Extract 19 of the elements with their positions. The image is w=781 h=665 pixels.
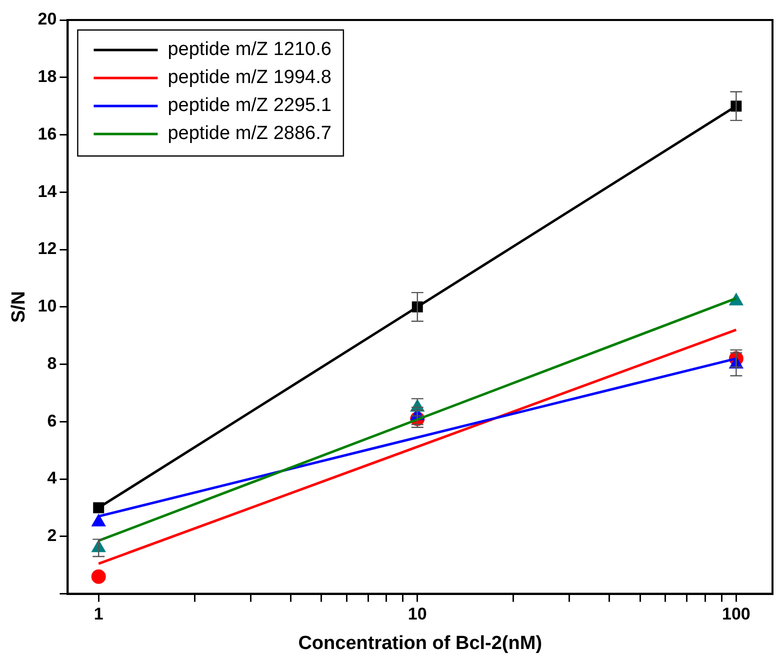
x-tick-label: 100 xyxy=(722,604,750,624)
y-tick-label: 6 xyxy=(47,411,57,430)
y-axis-title: S/N xyxy=(8,291,30,323)
y-tick-label: 20 xyxy=(38,10,57,29)
legend-label: peptide m/Z 2886.7 xyxy=(168,123,332,144)
y-tick-label: 4 xyxy=(47,468,58,488)
legend-label: peptide m/Z 1210.6 xyxy=(168,39,332,60)
y-tick-label: 18 xyxy=(38,67,57,86)
y-tick-label: 8 xyxy=(47,354,57,373)
legend-label: peptide m/Z 2295.1 xyxy=(168,95,332,116)
x-axis-title: Concentration of Bcl-2(nM) xyxy=(298,632,542,654)
y-tick-label: 2 xyxy=(47,526,57,546)
y-tick-label: 16 xyxy=(38,124,57,144)
y-tick-label: 12 xyxy=(38,239,57,258)
x-tick-label: 1 xyxy=(94,604,104,624)
y-tick-label: 10 xyxy=(38,296,57,316)
legend-label: peptide m/Z 1994.8 xyxy=(168,67,332,88)
x-tick-label: 10 xyxy=(408,604,427,624)
y-tick-label: 14 xyxy=(38,182,58,201)
